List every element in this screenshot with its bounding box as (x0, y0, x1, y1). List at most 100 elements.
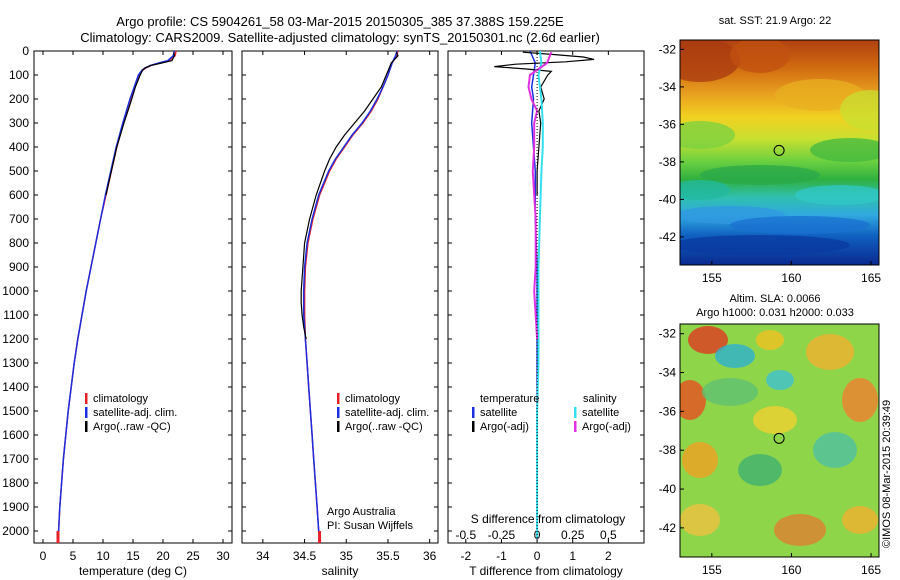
legend-swatch-t-argo (472, 421, 475, 432)
sst-map-axes: 155 160 165 -32 -34 -36 -38 -40 -42 (659, 42, 882, 285)
series-line-argo-raw-qc- (300, 51, 399, 340)
temperature-axis-label: temperature (deg C) (79, 564, 187, 578)
temperature-series (56, 51, 177, 543)
sla-texture (680, 380, 706, 420)
y-tick-label: 100 (9, 68, 29, 82)
y-tick-label: 1700 (2, 452, 29, 466)
salinity-legend: climatology satellite-adj. clim. Argo(..… (337, 393, 429, 433)
salinity-x-axis: 34 34.5 35 35.5 36 (256, 51, 437, 563)
salinity-series (300, 51, 399, 543)
sla-texture (806, 334, 854, 370)
series-line-climatology (303, 51, 399, 539)
temperature-difference-x-axis: -2 -1 0 1 2 (460, 51, 612, 563)
x-tick-label: 10 (96, 549, 110, 563)
difference-series (494, 51, 595, 543)
x-tick-label: 36 (423, 549, 437, 563)
x-tick-label: 5 (70, 549, 77, 563)
sla-heatmap (680, 324, 879, 557)
sla-texture (813, 432, 857, 468)
sla-texture (774, 514, 826, 546)
legend-label: Argo(..raw -QC) (345, 421, 423, 433)
y-tick-label: 300 (9, 116, 29, 130)
sst-texture (795, 185, 879, 205)
pi-note: PI: Susan Wijffels (327, 520, 413, 532)
x-tick-label: 160 (781, 563, 801, 577)
y-tick-label: -40 (659, 192, 677, 206)
sla-texture (756, 330, 784, 350)
legend-label: satellite (480, 407, 517, 419)
legend-swatch-satellite (337, 407, 340, 418)
x-tick-label: 155 (702, 563, 722, 577)
climatology-end-marker (318, 531, 322, 543)
y-tick-label: 1900 (2, 500, 29, 514)
x-tick-label: -2 (460, 549, 471, 563)
x-tick-label: 165 (861, 271, 881, 285)
legend-swatch-s-satellite (574, 407, 577, 418)
y-tick-label: 200 (9, 92, 29, 106)
sla-map-axes: 155 160 165 -32 -34 -36 -38 -40 -42 (659, 327, 882, 577)
sla-map-title: Altim. SLA: 0.0066 (729, 293, 820, 305)
sla-texture (688, 326, 728, 354)
sst-texture (730, 216, 870, 234)
series-line-satellite-adj-clim- (302, 51, 398, 539)
y-tick-label: -34 (659, 80, 677, 94)
y-tick-label: -34 (659, 366, 677, 380)
x-tick-label: 0 (40, 549, 47, 563)
x-tick-label: 15 (126, 549, 140, 563)
legend-swatch-climatology (337, 393, 340, 404)
sla-texture (842, 506, 878, 534)
y-tick-label: 800 (9, 236, 29, 250)
x-tick-label: 35 (340, 549, 354, 563)
difference-legend: temperature salinity satellite Argo(-adj… (472, 393, 631, 433)
sst-texture (680, 180, 730, 200)
sla-texture (753, 406, 797, 434)
x-tick-label: 0 (534, 549, 541, 563)
y-tick-label: -36 (659, 404, 677, 418)
y-tick-label: -38 (659, 155, 677, 169)
t-difference-axis-label: T difference from climatology (469, 564, 623, 578)
salinity-axis-label: salinity (322, 564, 359, 578)
y-tick-label: -40 (659, 482, 677, 496)
x-tick-label: 34 (256, 549, 270, 563)
sst-map-frame (679, 39, 880, 266)
sla-texture (766, 370, 794, 390)
legend-label: satellite-adj. clim. (93, 407, 177, 419)
x-tick-label: 34.5 (293, 549, 317, 563)
legend-label: climatology (345, 393, 401, 405)
x-tick-label: 1 (569, 549, 576, 563)
y-tick-label: 1800 (2, 476, 29, 490)
legend-swatch-satellite (85, 407, 88, 418)
series-line-satellite-adj-clim- (57, 51, 176, 539)
y-tick-label: -32 (659, 327, 677, 341)
float-position-marker (773, 144, 785, 156)
figure-title-line1: Argo profile: CS 5904261_58 03-Mar-2015 … (116, 14, 564, 29)
x-tick-label: 0.5 (600, 528, 617, 542)
sla-texture (702, 378, 758, 406)
temperature-plot-frame (33, 50, 233, 544)
sst-texture (680, 235, 850, 255)
legend-heading-salinity: salinity (583, 393, 617, 405)
sst-texture (810, 138, 879, 162)
y-tick-label: -42 (659, 230, 677, 244)
sla-texture (842, 378, 878, 422)
y-tick-label: -38 (659, 443, 677, 457)
x-tick-label: 155 (702, 271, 722, 285)
s-difference-axis-label: S difference from climatology (471, 512, 626, 526)
y-tick-label: 0 (22, 44, 29, 58)
float-position-marker (773, 432, 785, 444)
sst-texture (700, 165, 820, 185)
figure-title-line2: Climatology: CARS2009. Satellite-adjuste… (80, 30, 600, 45)
y-tick-label: 1400 (2, 380, 29, 394)
y-tick-label: 500 (9, 164, 29, 178)
y-tick-label: 400 (9, 140, 29, 154)
sla-texture (715, 344, 755, 368)
series-line-argo-raw-qc- (105, 52, 176, 196)
legend-swatch-argo (85, 421, 88, 432)
x-tick-label: 35.5 (376, 549, 400, 563)
x-tick-label: -1 (496, 549, 507, 563)
x-tick-label: -0.25 (488, 528, 516, 542)
depth-axis: 0 100 200 300 400 500 600 700 800 900 1000 1100 1200… (2, 44, 644, 538)
sla-map-frame (679, 323, 880, 558)
x-tick-label: 165 (861, 563, 881, 577)
